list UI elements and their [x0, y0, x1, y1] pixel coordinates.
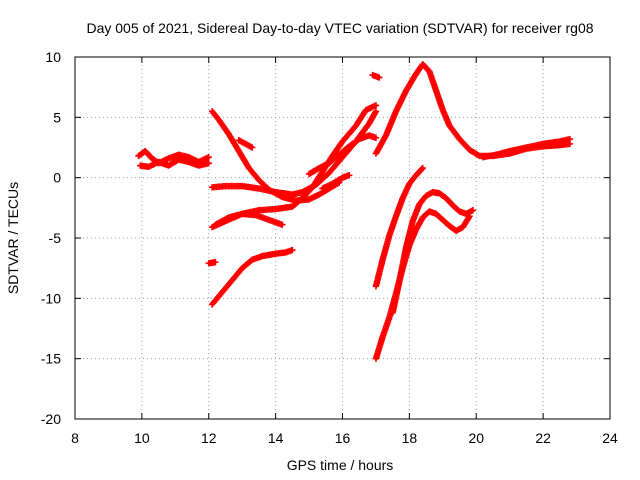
series-arc-h	[305, 132, 380, 178]
data-point	[289, 246, 296, 254]
data-point	[418, 165, 425, 173]
data-point	[345, 172, 353, 179]
series-arc-c	[208, 108, 343, 204]
x-tick-label: 20	[468, 430, 484, 446]
series-arc-d	[235, 137, 256, 151]
series-arc-q	[389, 188, 477, 317]
y-tick-label: 5	[53, 109, 61, 125]
x-tick-label: 8	[71, 430, 79, 446]
data-point	[419, 164, 426, 172]
grid	[75, 57, 610, 419]
series-arc-j	[205, 258, 219, 267]
data-point	[205, 153, 212, 161]
x-tick-label: 16	[335, 430, 351, 446]
series-arc-f	[208, 102, 380, 231]
y-tick-label: 10	[45, 49, 61, 65]
series-arc-g	[212, 210, 286, 228]
y-tick-label: -5	[49, 230, 62, 246]
series-arc-i	[319, 172, 353, 192]
x-tick-label: 12	[201, 430, 217, 446]
x-tick-label: 14	[268, 430, 284, 446]
x-tick-label: 18	[402, 430, 418, 446]
series-arc-b	[137, 156, 212, 171]
y-tick-label: -10	[41, 290, 61, 306]
series-arc-k	[208, 246, 296, 308]
data-point	[205, 159, 212, 167]
data-point	[212, 258, 219, 266]
data-point	[566, 135, 574, 143]
x-tick-label: 24	[602, 430, 618, 446]
y-tick-label: 0	[53, 170, 61, 186]
series-arc-o	[372, 164, 426, 290]
data-point	[376, 74, 383, 81]
y-axis-label: SDTVAR / TECUs	[5, 182, 21, 294]
chart-title: Day 005 of 2021, Sidereal Day-to-day VTE…	[86, 20, 593, 36]
series-arc-n	[479, 135, 574, 161]
x-tick-label: 22	[535, 430, 551, 446]
data-point	[372, 134, 380, 142]
data-point	[469, 207, 477, 214]
data-point	[249, 144, 256, 151]
series-arc-e	[208, 108, 380, 198]
x-axis-label: GPS time / hours	[287, 457, 394, 473]
y-tick-label: -15	[41, 351, 61, 367]
x-tick-label: 10	[134, 430, 150, 446]
plot-area	[135, 61, 574, 362]
y-tick-label: -20	[41, 411, 61, 427]
data-point	[372, 108, 380, 115]
axis-ticks: 8 10 12 14 16 18 20 22 24 -20 -15 -10 -5 0 5 10	[41, 49, 618, 446]
series-arc-l	[369, 71, 383, 81]
data-point	[279, 221, 286, 228]
data-point	[372, 102, 380, 109]
